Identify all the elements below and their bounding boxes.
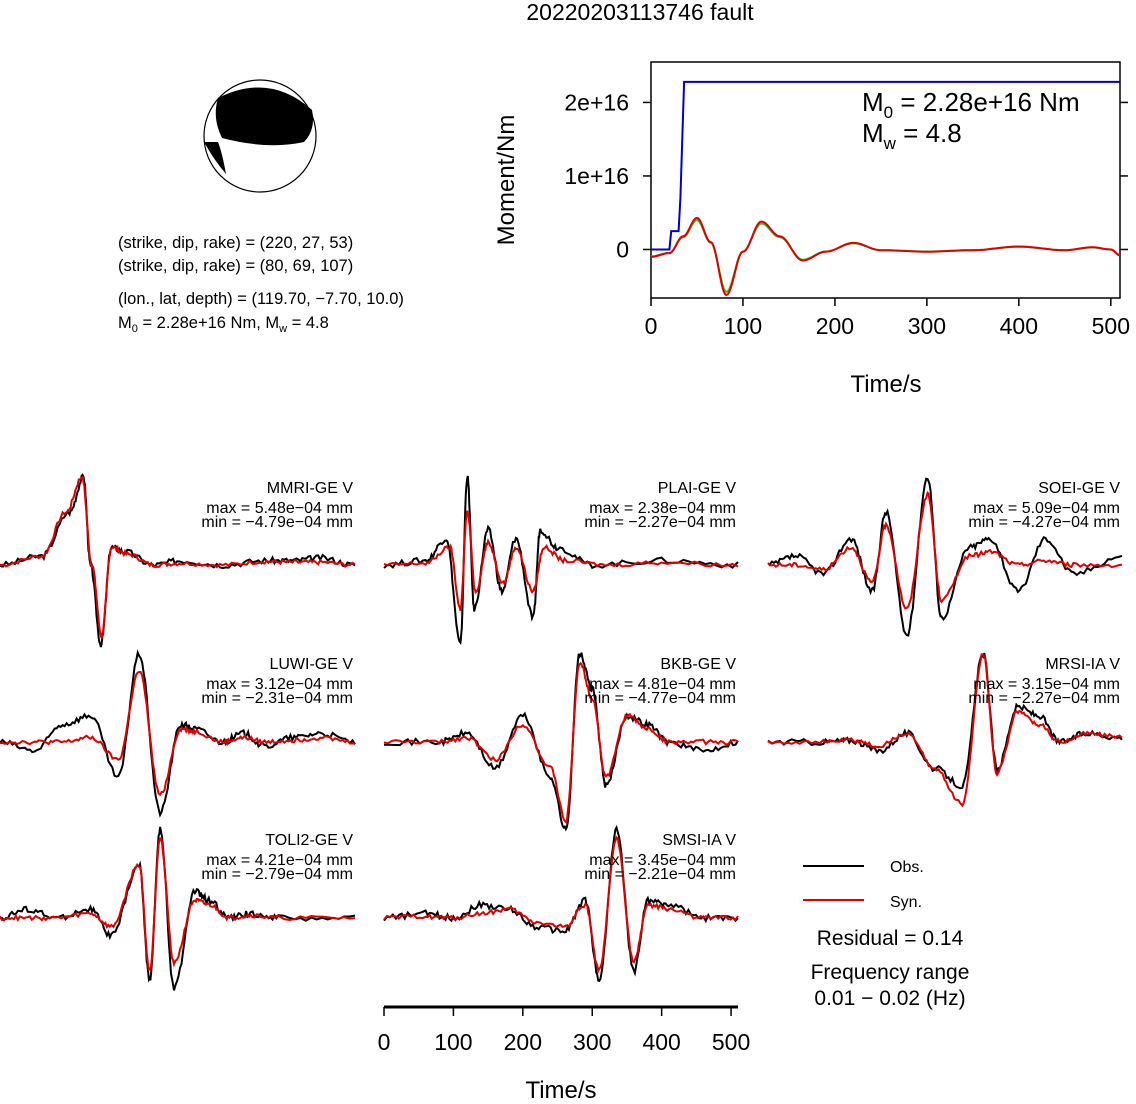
nodal-plane-1: (strike, dip, rake) = (220, 27, 53) — [118, 234, 353, 252]
synthetic-trace — [0, 475, 356, 640]
moment-x-tick-label: 300 — [908, 313, 946, 339]
station-min-label: min = −4.27e−04 mm — [968, 514, 1120, 531]
m0-annotation: M0 = 2.28e+16 Nm — [862, 87, 1080, 122]
station-max-label: max = 5.48e−04 mm — [206, 500, 353, 517]
station-max-label: max = 3.12e−04 mm — [206, 676, 353, 693]
moment-x-tick-label: 100 — [724, 313, 762, 339]
beachball-icon — [203, 79, 317, 193]
station-min-label: min = −4.77e−04 mm — [584, 690, 736, 707]
moment-y-tick-label: 1e+16 — [564, 163, 629, 189]
station-name-label: MRSI-IA V — [1045, 656, 1120, 673]
figure-title: 20220203113746 fault — [526, 0, 754, 25]
station-min-label: min = −2.27e−04 mm — [968, 690, 1120, 707]
moment-x-axis-label: Time/s — [850, 371, 921, 398]
station-min-label: min = −2.21e−04 mm — [584, 866, 736, 883]
observed-trace — [383, 475, 739, 645]
observed-trace — [383, 824, 739, 983]
waveform-x-tick-label: 500 — [712, 1029, 750, 1055]
waveform-time-axis: 0 100 200 300 400 500 — [378, 1005, 750, 1055]
station-name-label: SMSI-IA V — [662, 832, 736, 849]
legend-obs-label: Obs. — [890, 859, 924, 876]
station-max-label: max = 3.15e−04 mm — [973, 676, 1120, 693]
moment-plot-frame — [650, 61, 1121, 299]
station-min-label: min = −2.27e−04 mm — [584, 514, 736, 531]
waveform-x-tick-label: 100 — [434, 1029, 472, 1055]
station-max-label: max = 5.09e−04 mm — [973, 500, 1120, 517]
hypocenter-info: (lon., lat, depth) = (119.70, −7.70, 10.… — [118, 290, 404, 308]
synthetic-trace — [767, 490, 1123, 610]
moment-rate-red-line — [651, 216, 1121, 297]
cumulative-moment-line — [651, 80, 1120, 251]
frequency-range-label: Frequency range — [811, 961, 970, 984]
station-max-label: max = 2.38e−04 mm — [589, 500, 736, 517]
legend-syn-label: Syn. — [890, 894, 922, 911]
observed-trace — [767, 652, 1123, 790]
moment-x-tick-label: 200 — [816, 313, 854, 339]
station-name-label: LUWI-GE V — [269, 656, 353, 673]
moment-summary: M0 = 2.28e+16 Nm, Mw = 4.8 — [118, 314, 329, 335]
moment-x-tick-label: 0 — [645, 313, 658, 339]
frequency-range-value: 0.01 − 0.02 (Hz) — [814, 987, 965, 1010]
station-name-label: SOEI-GE V — [1038, 480, 1120, 497]
waveform-x-axis-label: Time/s — [525, 1077, 596, 1104]
waveform-x-tick-label: 200 — [504, 1029, 542, 1055]
moment-x-tick-label: 400 — [1000, 313, 1038, 339]
synthetic-trace — [767, 653, 1123, 808]
observed-trace — [0, 649, 356, 818]
mechanism-info: (strike, dip, rake) = (220, 27, 53) (str… — [118, 234, 404, 335]
waveform-x-tick-label: 0 — [378, 1029, 391, 1055]
station-max-label: max = 3.45e−04 mm — [589, 852, 736, 869]
moment-y-tick-label: 0 — [616, 236, 629, 262]
synthetic-trace — [0, 836, 356, 972]
station-name-label: TOLI2-GE V — [265, 832, 353, 849]
station-max-label: max = 4.21e−04 mm — [206, 852, 353, 869]
moment-y-tick-label: 2e+16 — [564, 89, 629, 115]
mw-annotation: Mw = 4.8 — [862, 118, 962, 153]
synthetic-trace — [383, 510, 739, 611]
residual-label: Residual = 0.14 — [817, 927, 964, 950]
synthetic-trace — [383, 661, 739, 824]
waveform-x-tick-label: 300 — [573, 1029, 611, 1055]
station-min-label: min = −2.79e−04 mm — [201, 866, 353, 883]
moment-y-axis-label: Moment/Nm — [493, 115, 520, 246]
station-name-label: MMRI-GE V — [267, 480, 354, 497]
station-name-label: PLAI-GE V — [658, 480, 737, 497]
legend: Obs. Syn. — [803, 859, 924, 911]
station-min-label: min = −2.31e−04 mm — [201, 690, 353, 707]
station-min-label: min = −4.79e−04 mm — [201, 514, 353, 531]
station-max-label: max = 4.81e−04 mm — [589, 676, 736, 693]
synthetic-trace — [383, 835, 739, 975]
station-name-label: BKB-GE V — [660, 656, 736, 673]
moment-rate-chart: 0 100 200 300 400 500 0 1e+16 2e+16 M0 = 2.28e+… — [493, 61, 1130, 398]
waveform-x-tick-label: 400 — [642, 1029, 680, 1055]
observed-trace — [767, 477, 1123, 637]
moment-x-tick-label: 500 — [1092, 313, 1130, 339]
synthetic-trace — [0, 670, 356, 797]
nodal-plane-2: (strike, dip, rake) = (80, 69, 107) — [118, 257, 353, 275]
